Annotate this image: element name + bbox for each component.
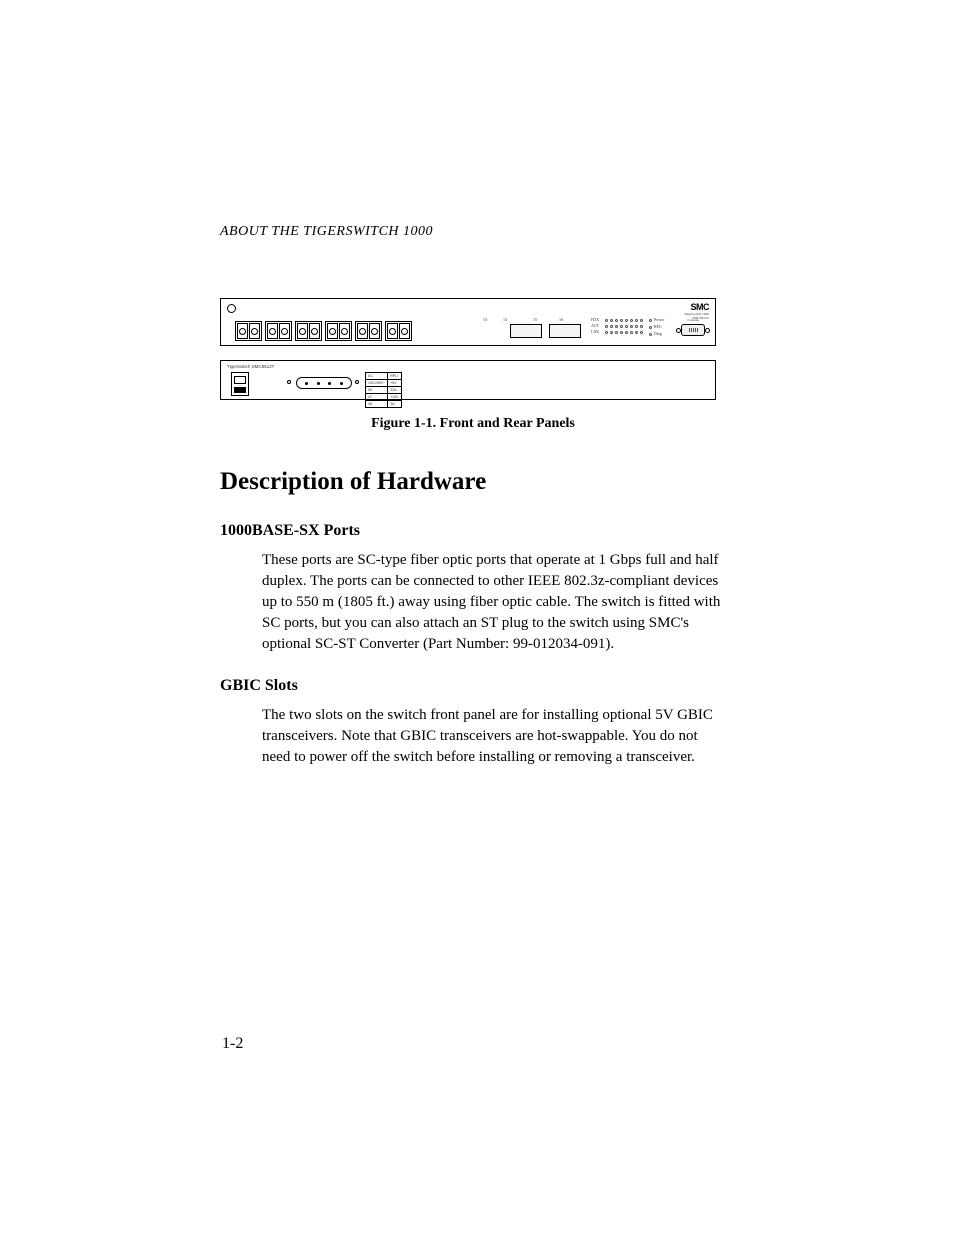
gbic-label: 13 [483,317,487,322]
system-led-block: Power RPU Diag [649,317,664,338]
subsection-heading: GBIC Slots [220,677,726,695]
brand-logo: SMC [684,302,709,312]
section-heading: Description of Hardware [220,468,726,496]
table-cell: 22A [388,387,401,394]
led-label: RPU [654,324,662,330]
body-paragraph: The two slots on the switch front panel … [262,705,726,768]
sc-port-icon [339,323,350,339]
port-pair [355,321,382,341]
page-content: ABOUT THE TIGERSWITCH 1000 13 14 15 16 F… [220,224,726,790]
sc-port-icon [279,323,290,339]
port-pair [325,321,352,341]
screw-icon [287,380,291,384]
console-label: Console [688,318,699,322]
sc-port-icon [327,323,338,339]
rear-panel-diagram: TigerSwitch SMC8612T ACRPU 100-240V~+5V … [220,360,716,400]
front-panel-diagram: 13 14 15 16 FDX ACT LNK Power RPU Diag S… [220,298,716,346]
sc-port-icon [399,323,410,339]
running-head-text: ABOUT THE TIGERSWITCH 1000 [220,224,433,239]
sc-port-icon [267,323,278,339]
sc-port-icon [249,323,260,339]
table-cell: RPU [388,373,401,380]
table-cell: 50 [366,387,388,394]
power-spec-table: ACRPU 100-240V~+5V 5022A 47+12V 3A2A [365,372,402,408]
console-port-icon [681,324,705,336]
rear-model-label: TigerSwitch SMC8612T [227,364,274,369]
rps-connector-icon [296,377,352,389]
led-status-block: FDX ACT LNK [591,317,643,335]
led-row-label: LNK [591,329,603,335]
running-head: ABOUT THE TIGERSWITCH 1000 [220,224,726,240]
sc-port-icon [309,323,320,339]
slot-label: 15 [533,317,537,322]
port-pair [265,321,292,341]
table-cell: 2A [388,401,401,408]
table-cell: 3A [366,401,388,408]
port-pair [385,321,412,341]
port-pair [295,321,322,341]
led-label: Diag [654,331,662,337]
page-number: 1-2 [222,1035,243,1053]
subsection-heading: 1000BASE-SX Ports [220,522,726,540]
figure-caption: Figure 1-1. Front and Rear Panels [220,416,726,432]
gbic-slot-icon [510,324,542,338]
gbic-label: 14 [503,317,507,322]
screw-icon [355,380,359,384]
body-paragraph: These ports are SC-type fiber optic port… [262,550,726,655]
sc-port-icon [387,323,398,339]
ac-inlet-icon [231,372,249,396]
table-cell: +5V [388,380,401,387]
table-cell: +12V [388,394,401,401]
sc-port-icon [237,323,248,339]
vendor-mark-icon [227,304,236,313]
table-cell: 47 [366,394,388,401]
sc-port-icon [297,323,308,339]
gbic-slot-icon [549,324,581,338]
sc-port-row [235,321,412,341]
led-label: Power [654,317,664,323]
port-pair [235,321,262,341]
slot-label: 16 [559,317,563,322]
sc-port-icon [357,323,368,339]
table-cell: AC [366,373,388,380]
table-cell: 100-240V~ [366,380,388,387]
sc-port-icon [369,323,380,339]
